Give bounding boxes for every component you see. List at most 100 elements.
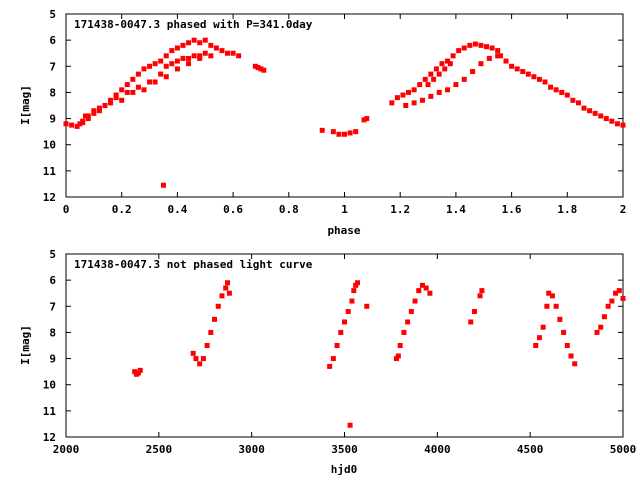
data-point [594, 329, 600, 335]
data-point [598, 113, 604, 119]
y-tick-label: 9 [49, 113, 56, 126]
data-point [417, 82, 423, 88]
data-point [135, 84, 141, 90]
data-point [364, 116, 370, 122]
data-point [180, 55, 186, 61]
data-point [564, 343, 570, 348]
data-point [204, 343, 210, 348]
data-point [202, 50, 208, 56]
data-point [616, 288, 622, 294]
data-points [132, 280, 626, 428]
y-tick-label: 5 [49, 248, 56, 261]
y-tick-label: 10 [43, 139, 56, 152]
data-point [553, 303, 559, 309]
data-point [489, 45, 495, 51]
data-point [575, 100, 581, 106]
data-point [361, 117, 367, 123]
data-point [152, 61, 158, 67]
data-point [354, 280, 360, 286]
data-point [561, 329, 567, 335]
data-point [427, 290, 433, 296]
data-point [135, 370, 141, 376]
data-point [544, 303, 550, 309]
data-point [592, 110, 598, 116]
data-point [174, 45, 180, 51]
data-point [197, 40, 203, 46]
data-point [425, 82, 431, 88]
data-point [400, 92, 406, 98]
data-point [226, 290, 232, 296]
x-axis-label: hjd0 [331, 463, 358, 476]
data-point [255, 65, 261, 71]
data-point [553, 87, 559, 93]
x-tick-label: 1.8 [557, 203, 577, 216]
y-tick-label: 8 [49, 326, 56, 339]
data-point [411, 100, 417, 106]
data-point [428, 93, 434, 99]
data-point [401, 329, 407, 335]
data-point [531, 74, 537, 80]
x-tick-label: 0 [63, 203, 70, 216]
data-point [353, 129, 359, 135]
y-tick-label: 5 [49, 8, 56, 21]
data-point [620, 295, 626, 301]
y-tick-label: 12 [43, 191, 56, 204]
data-point [174, 66, 180, 72]
x-tick-label: 3000 [238, 443, 265, 456]
data-point [135, 71, 141, 77]
data-point [412, 298, 418, 304]
data-point [468, 319, 474, 325]
x-tick-label: 1.2 [390, 203, 410, 216]
data-point [197, 53, 203, 59]
axis-ticks: 0 0.2 0.4 0.6 0.8 1 1.2 1.4 1.6 1.8 2 5 6 7 8 9 10 11 12 [43, 8, 627, 216]
data-point [208, 329, 214, 335]
x-tick-label: 0.8 [279, 203, 299, 216]
data-point [69, 122, 75, 128]
data-point [408, 309, 414, 315]
data-point [345, 309, 351, 315]
data-point [587, 108, 593, 114]
data-point [389, 100, 395, 106]
x-axis-label: phase [327, 224, 360, 237]
data-point [212, 316, 218, 322]
y-tick-label: 8 [49, 86, 56, 99]
x-tick-label: 1 [341, 203, 348, 216]
data-point [215, 303, 221, 309]
y-tick-label: 10 [43, 379, 56, 392]
data-point [423, 285, 429, 291]
data-point [347, 130, 353, 136]
data-point [439, 61, 445, 67]
data-point [503, 58, 509, 64]
data-point [419, 282, 425, 288]
data-point [497, 53, 503, 59]
data-point [186, 40, 192, 46]
data-point [559, 89, 565, 95]
data-point [453, 82, 459, 88]
data-point [132, 369, 138, 375]
x-tick-label: 2000 [53, 443, 80, 456]
data-point [169, 61, 175, 67]
data-point [445, 87, 451, 93]
data-point [549, 293, 555, 299]
data-point [152, 79, 158, 85]
data-point [208, 42, 214, 48]
y-tick-label: 7 [49, 300, 56, 313]
data-point [395, 353, 401, 359]
y-tick-label: 7 [49, 60, 56, 73]
x-tick-label: 0.4 [167, 203, 187, 216]
data-point [147, 79, 153, 85]
data-point [514, 66, 520, 72]
data-point [477, 293, 483, 299]
plot-frame [65, 13, 624, 198]
data-point [158, 58, 164, 64]
data-point [163, 63, 169, 69]
data-point [85, 113, 91, 119]
data-point [536, 76, 542, 82]
data-point [364, 303, 370, 309]
data-point [74, 123, 80, 129]
data-point [82, 113, 88, 119]
data-point [225, 50, 231, 56]
data-point [353, 282, 359, 288]
data-point [330, 129, 336, 135]
